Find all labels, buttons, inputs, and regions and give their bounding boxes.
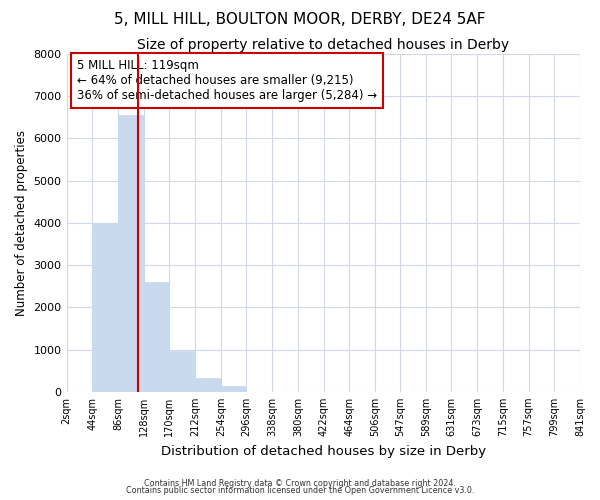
Bar	[195, 378, 221, 392]
Bar	[143, 282, 169, 392]
Text: 5, MILL HILL, BOULTON MOOR, DERBY, DE24 5AF: 5, MILL HILL, BOULTON MOOR, DERBY, DE24 …	[114, 12, 486, 28]
Text: Contains public sector information licensed under the Open Government Licence v3: Contains public sector information licen…	[126, 486, 474, 495]
Bar	[221, 386, 247, 392]
Text: Contains HM Land Registry data © Crown copyright and database right 2024.: Contains HM Land Registry data © Crown c…	[144, 478, 456, 488]
Bar	[92, 223, 118, 392]
Bar	[118, 116, 143, 392]
Y-axis label: Number of detached properties: Number of detached properties	[15, 130, 28, 316]
Title: Size of property relative to detached houses in Derby: Size of property relative to detached ho…	[137, 38, 509, 52]
Text: 5 MILL HILL: 119sqm
← 64% of detached houses are smaller (9,215)
36% of semi-det: 5 MILL HILL: 119sqm ← 64% of detached ho…	[77, 59, 377, 102]
X-axis label: Distribution of detached houses by size in Derby: Distribution of detached houses by size …	[161, 444, 486, 458]
Bar	[169, 352, 195, 392]
